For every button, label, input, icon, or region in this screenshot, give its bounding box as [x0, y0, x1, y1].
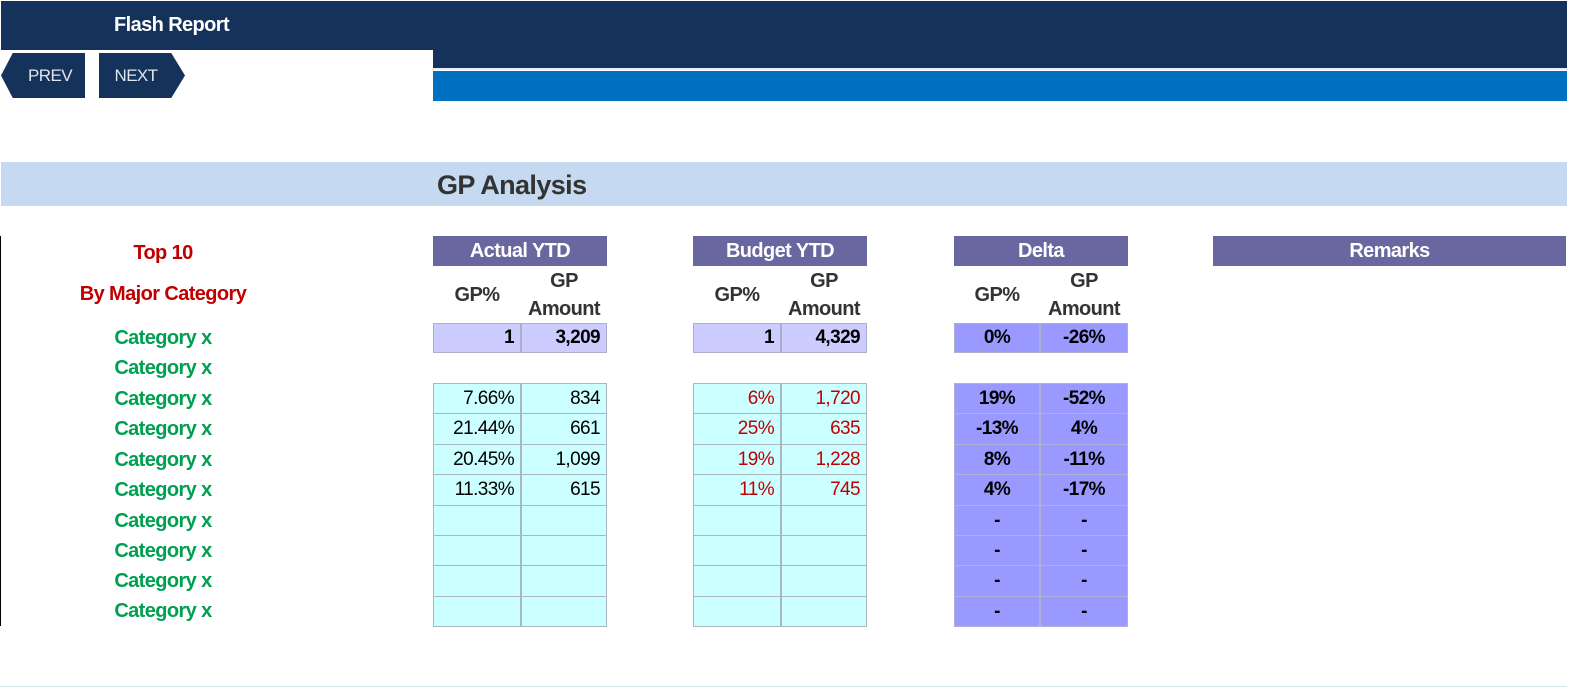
budget-ytd-header: Budget YTD [693, 236, 867, 266]
actual-gp-pct-cell: 7.66% [433, 383, 521, 414]
category-label: Category x [114, 327, 212, 349]
actual-gp-amount-cell [521, 505, 607, 536]
category-label: Category x [114, 479, 212, 501]
category-label: Category x [114, 570, 212, 592]
budget-gp-pct-cell: 19% [693, 444, 781, 475]
category-label: Category x [114, 540, 212, 562]
actual-gp-amount-cell: 1,099 [521, 444, 607, 475]
budget-gp-pct-cell: 11% [693, 474, 781, 506]
actual-gp-amount-cell: 834 [521, 383, 607, 414]
report-title: Flash Report [114, 14, 230, 36]
next-button[interactable]: NEXT [99, 53, 185, 98]
actual-gp-amount-cell [521, 596, 607, 627]
bottom-divider [0, 686, 1567, 687]
total-budget-gp-pct: 1 [693, 323, 781, 353]
budget-gp-amount-cell: 1,720 [781, 383, 867, 414]
budget-gp-amount-cell: 635 [781, 413, 867, 445]
delta-gp-amount-cell: - [1040, 505, 1128, 536]
budget-gp-amount-cell [781, 535, 867, 566]
actual-gp-amount-header: GP Amount [528, 270, 601, 320]
budget-gp-amount-cell [781, 596, 867, 627]
actual-gp-pct-cell [433, 535, 521, 566]
category-label: Category x [114, 600, 212, 622]
budget-gp-amount-cell: 745 [781, 474, 867, 506]
section-band [1, 162, 1567, 206]
banner-divider [433, 68, 1567, 70]
total-delta-gp-pct: 0% [954, 323, 1040, 353]
budget-gp-pct-cell [693, 565, 781, 597]
actual-gp-pct-cell: 20.45% [433, 444, 521, 475]
budget-gp-amount-cell: 1,228 [781, 444, 867, 475]
actual-gp-pct-cell: 21.44% [433, 413, 521, 445]
budget-gp-pct-cell [693, 505, 781, 536]
delta-gp-pct-cell: 8% [954, 444, 1040, 475]
delta-gp-pct-cell: - [954, 535, 1040, 566]
budget-gp-pct-cell [693, 596, 781, 627]
delta-gp-amount-cell: 4% [1040, 413, 1128, 445]
remarks-header: Remarks [1213, 236, 1566, 266]
budget-gp-amount-header: GP Amount [788, 270, 861, 320]
accent-bar [433, 71, 1567, 101]
actual-gp-amount-cell [521, 535, 607, 566]
delta-gp-amount-cell: -11% [1040, 444, 1128, 475]
total-actual-gp-amount: 3,209 [521, 323, 607, 353]
budget-gp-amount-cell [781, 565, 867, 597]
actual-gp-pct-cell [433, 505, 521, 536]
budget-gp-pct-cell: 6% [693, 383, 781, 414]
delta-gp-pct-header: GP% [974, 284, 1020, 306]
budget-gp-amount-cell [781, 505, 867, 536]
delta-gp-amount-cell: -17% [1040, 474, 1128, 506]
delta-gp-pct-cell: - [954, 505, 1040, 536]
category-label: Category x [114, 510, 212, 532]
actual-gp-pct-header: GP% [454, 284, 500, 306]
budget-gp-pct-cell: 25% [693, 413, 781, 445]
top10-label: Top 10 [133, 242, 193, 264]
budget-gp-pct-header: GP% [714, 284, 760, 306]
delta-gp-pct-cell: -13% [954, 413, 1040, 445]
delta-gp-amount-cell: - [1040, 565, 1128, 597]
total-delta-gp-amount: -26% [1040, 323, 1128, 353]
total-budget-gp-amount: 4,329 [781, 323, 867, 353]
actual-gp-pct-cell [433, 565, 521, 597]
total-actual-gp-pct: 1 [433, 323, 521, 353]
left-border [0, 236, 1, 626]
category-subtitle: By Major Category [79, 283, 247, 305]
budget-gp-pct-cell [693, 535, 781, 566]
delta-gp-pct-cell: 19% [954, 383, 1040, 414]
actual-gp-amount-cell: 661 [521, 413, 607, 445]
delta-gp-pct-cell: - [954, 565, 1040, 597]
category-label: Category x [114, 418, 212, 440]
category-label: Category x [114, 357, 212, 379]
actual-gp-pct-cell [433, 596, 521, 627]
actual-gp-amount-cell [521, 565, 607, 597]
delta-gp-amount-header: GP Amount [1048, 270, 1121, 320]
delta-header: Delta [954, 236, 1128, 266]
prev-button[interactable]: PREV [1, 53, 85, 98]
delta-gp-pct-cell: - [954, 596, 1040, 627]
actual-ytd-header: Actual YTD [433, 236, 607, 266]
category-label: Category x [114, 388, 212, 410]
actual-gp-pct-cell: 11.33% [433, 474, 521, 506]
delta-gp-amount-cell: - [1040, 535, 1128, 566]
delta-gp-pct-cell: 4% [954, 474, 1040, 506]
delta-gp-amount-cell: - [1040, 596, 1128, 627]
delta-gp-amount-cell: -52% [1040, 383, 1128, 414]
actual-gp-amount-cell: 615 [521, 474, 607, 506]
section-title: GP Analysis [437, 170, 587, 200]
category-label: Category x [114, 449, 212, 471]
